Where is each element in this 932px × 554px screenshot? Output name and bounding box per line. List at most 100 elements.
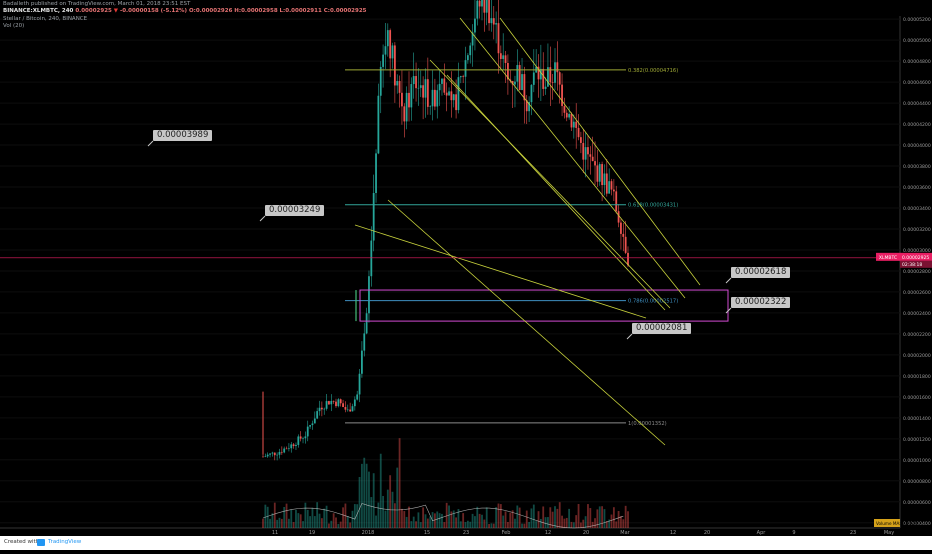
volume-bar — [485, 507, 488, 528]
y-tick-label: 0.00004600 — [903, 80, 931, 86]
candle-body — [316, 411, 319, 419]
volume-bar — [572, 522, 575, 528]
candle-body — [539, 68, 542, 80]
candle-body — [457, 77, 460, 111]
candle-body — [311, 423, 314, 426]
tradingview-link[interactable]: TradingView — [48, 539, 82, 545]
candle-body — [617, 211, 620, 223]
candle-body — [346, 409, 349, 411]
volume-bar — [624, 505, 627, 528]
volume-bar — [605, 521, 608, 528]
candle-body — [605, 173, 608, 194]
volume-bar — [462, 513, 465, 528]
candle-body — [584, 147, 587, 160]
y-tick-label: 0.00004200 — [903, 122, 931, 128]
fib-level-label: 0.786(0.00002517) — [628, 299, 678, 305]
volume-bar — [474, 516, 476, 528]
volume-bar — [528, 521, 530, 528]
candle-body — [372, 193, 375, 241]
symbol-tag-text: XLMBTC — [879, 255, 897, 261]
price-callout: 0.00002322 — [731, 297, 791, 308]
candle-body — [582, 142, 585, 160]
callout-pointer — [259, 215, 266, 222]
candle-body — [587, 147, 589, 155]
volume-bar — [539, 518, 542, 528]
volume-bar — [408, 506, 410, 528]
candle-body — [431, 89, 434, 107]
volume-bar — [339, 521, 342, 528]
candle-body — [361, 350, 363, 374]
countdown-text: 02:38:18 — [902, 262, 922, 268]
volume-bar — [306, 509, 309, 528]
x-tick-label: 20 — [583, 530, 589, 536]
volume-bar — [328, 523, 330, 528]
volume-bar — [518, 507, 521, 528]
volume-bar — [537, 511, 540, 528]
y-tick-label: 0.00001800 — [903, 374, 931, 380]
volume-bar — [596, 509, 599, 528]
candle-body — [464, 60, 467, 77]
volume-bar — [499, 504, 502, 528]
candle-body — [474, 18, 476, 33]
fib-level-label: 0.382(0.00004716) — [628, 68, 678, 74]
candle-body — [577, 127, 580, 138]
y-tick-label: 0.00004400 — [903, 101, 931, 107]
candle-body — [396, 81, 399, 86]
y-tick-label: 0.00003400 — [903, 206, 931, 212]
volume-bar — [464, 522, 467, 528]
volume-bar — [346, 516, 349, 528]
candle-body — [302, 438, 304, 439]
candle-body — [273, 452, 276, 456]
candle-body — [624, 236, 627, 253]
volume-bar — [389, 475, 392, 528]
volume-bar — [290, 509, 293, 528]
current-price: 0.00002925 — [75, 8, 112, 14]
volume-bar — [561, 515, 563, 528]
x-tick-label: Feb — [502, 530, 511, 536]
candle-body — [483, 0, 486, 13]
x-tick-label: 23 — [850, 530, 856, 536]
candle-body — [478, 0, 481, 7]
volume-bar — [502, 515, 505, 528]
created-with-text: Created with — [4, 539, 40, 545]
volume-bar — [398, 438, 401, 528]
x-tick-label: 11 — [272, 530, 278, 536]
volume-bar — [264, 504, 267, 528]
volume-bar — [594, 518, 596, 528]
volume-bar — [554, 506, 556, 528]
volume-bar — [492, 523, 495, 528]
candle-body — [417, 87, 420, 89]
volume-bar — [337, 523, 340, 528]
volume-bar — [627, 511, 629, 528]
x-tick-label: 9 — [792, 530, 795, 536]
volume-bar — [535, 521, 538, 528]
x-tick-label: 20 — [704, 530, 710, 536]
volume-bar — [363, 457, 366, 528]
y-tick-label: 0.00003000 — [903, 248, 931, 254]
y-tick-label: 0.00002200 — [903, 332, 931, 338]
candle-body — [297, 436, 300, 445]
candle-body — [368, 276, 370, 314]
price-callout: 0.00002618 — [731, 267, 791, 278]
candle-body — [415, 76, 417, 89]
countdown-tag — [900, 260, 932, 268]
volume-bar — [514, 518, 516, 528]
candle-body — [283, 448, 286, 453]
candle-body — [358, 373, 361, 395]
x-tick-label: 12 — [670, 530, 676, 536]
candle-body — [556, 62, 559, 73]
volume-bar — [434, 513, 436, 528]
volume-bar — [450, 511, 453, 528]
candle-body — [528, 102, 530, 112]
candle-body — [502, 55, 505, 59]
volume-bar — [375, 515, 377, 528]
candle-body — [382, 54, 384, 67]
candle-body — [403, 106, 406, 122]
candle-body — [608, 181, 611, 194]
volume-bar — [431, 512, 434, 528]
candle-body — [549, 67, 552, 83]
y-tick-label: 0.00002600 — [903, 290, 931, 296]
volume-bar — [483, 519, 486, 528]
down-arrow-icon: ▼ — [113, 8, 119, 14]
candle-body — [589, 154, 592, 157]
